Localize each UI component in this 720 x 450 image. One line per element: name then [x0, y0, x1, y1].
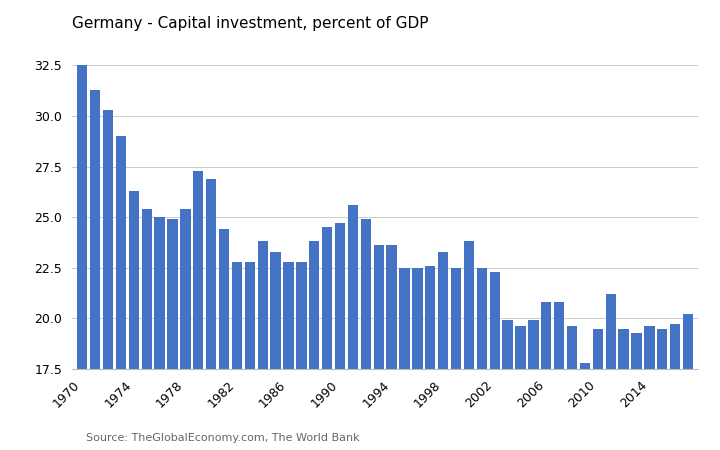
Bar: [464, 241, 474, 450]
Bar: [361, 219, 371, 450]
Text: Germany - Capital investment, percent of GDP: Germany - Capital investment, percent of…: [72, 16, 428, 32]
Bar: [451, 268, 462, 450]
Bar: [284, 262, 294, 450]
Bar: [503, 320, 513, 450]
Bar: [193, 171, 204, 450]
Bar: [296, 262, 307, 450]
Bar: [167, 219, 178, 450]
Bar: [116, 136, 126, 450]
Bar: [271, 252, 281, 450]
Bar: [322, 227, 333, 450]
Bar: [155, 217, 165, 450]
Bar: [348, 205, 358, 450]
Bar: [528, 320, 539, 450]
Text: Source: TheGlobalEconomy.com, The World Bank: Source: TheGlobalEconomy.com, The World …: [86, 433, 360, 443]
Bar: [670, 324, 680, 450]
Bar: [593, 328, 603, 450]
Bar: [683, 314, 693, 450]
Bar: [103, 110, 113, 450]
Bar: [374, 245, 384, 450]
Bar: [516, 326, 526, 450]
Bar: [438, 252, 449, 450]
Bar: [142, 209, 152, 450]
Bar: [129, 191, 139, 450]
Bar: [206, 179, 216, 450]
Bar: [413, 268, 423, 450]
Bar: [425, 266, 436, 450]
Bar: [387, 245, 397, 450]
Bar: [657, 328, 667, 450]
Bar: [606, 294, 616, 450]
Bar: [554, 302, 564, 450]
Bar: [580, 363, 590, 450]
Bar: [180, 209, 191, 450]
Bar: [490, 272, 500, 450]
Bar: [631, 333, 642, 450]
Bar: [77, 65, 87, 450]
Bar: [618, 328, 629, 450]
Bar: [541, 302, 552, 450]
Bar: [245, 262, 255, 450]
Bar: [477, 268, 487, 450]
Bar: [258, 241, 268, 450]
Bar: [567, 326, 577, 450]
Bar: [309, 241, 320, 450]
Bar: [335, 223, 346, 450]
Bar: [400, 268, 410, 450]
Bar: [219, 230, 229, 450]
Bar: [644, 326, 654, 450]
Bar: [232, 262, 242, 450]
Bar: [90, 90, 100, 450]
